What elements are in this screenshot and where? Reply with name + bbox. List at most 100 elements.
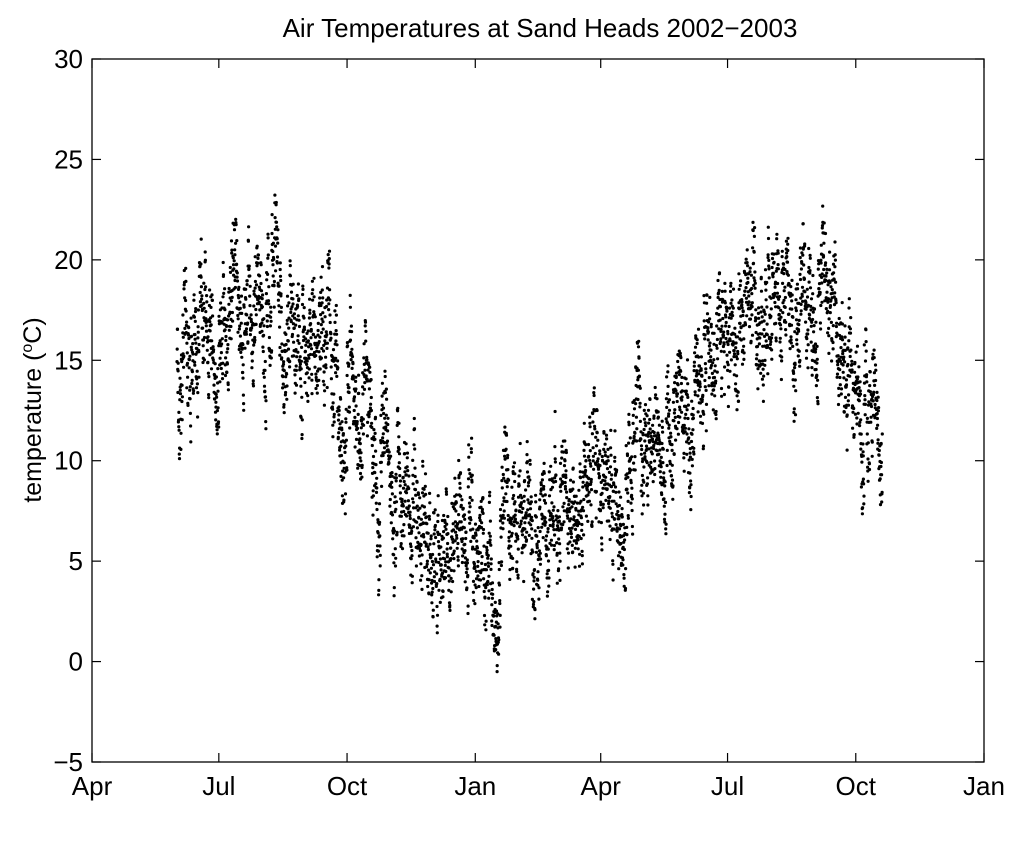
data-point <box>546 547 550 551</box>
data-point <box>814 367 818 372</box>
data-point <box>701 393 705 397</box>
data-point <box>760 377 765 381</box>
data-point <box>587 454 591 458</box>
data-point <box>602 431 606 435</box>
data-point <box>469 539 473 544</box>
data-point <box>528 478 532 482</box>
data-point <box>443 576 448 580</box>
data-point <box>784 239 789 243</box>
data-point <box>314 375 318 380</box>
data-point <box>264 427 268 431</box>
data-point <box>423 472 428 476</box>
data-point <box>267 285 271 289</box>
data-point <box>599 503 603 507</box>
data-point <box>377 578 381 582</box>
data-point <box>560 444 564 448</box>
data-point <box>560 456 564 460</box>
data-point <box>431 586 435 591</box>
data-point <box>201 338 206 342</box>
data-point <box>520 551 524 555</box>
data-point <box>776 249 780 253</box>
data-point <box>648 431 653 435</box>
data-point <box>361 432 365 436</box>
data-point <box>650 437 655 441</box>
data-point <box>704 367 708 371</box>
data-point <box>537 554 541 558</box>
data-point <box>496 622 500 626</box>
data-point <box>728 338 732 343</box>
data-point <box>828 280 832 284</box>
data-point <box>662 471 666 475</box>
data-point <box>350 355 355 359</box>
data-point <box>666 392 670 396</box>
data-point <box>539 557 543 561</box>
data-point <box>685 432 689 436</box>
data-point <box>238 334 242 338</box>
data-point <box>646 408 651 412</box>
data-point <box>640 483 644 487</box>
data-point <box>820 281 824 285</box>
data-point <box>601 506 605 510</box>
data-point <box>273 216 277 220</box>
data-point <box>638 419 643 423</box>
data-point <box>807 280 811 284</box>
data-point <box>225 362 229 366</box>
data-point <box>380 394 384 398</box>
data-point <box>848 331 853 335</box>
data-point <box>679 369 683 373</box>
data-point <box>200 294 204 298</box>
data-point <box>415 520 419 524</box>
data-point <box>874 378 878 383</box>
data-point <box>494 648 498 652</box>
data-point <box>798 246 803 250</box>
data-point <box>507 535 511 540</box>
data-point <box>713 364 717 368</box>
data-point <box>310 279 314 283</box>
data-point <box>617 567 621 571</box>
data-point <box>783 305 787 309</box>
y-tick-label: 0 <box>69 647 83 677</box>
data-point <box>429 566 433 570</box>
data-point <box>621 522 626 527</box>
data-point <box>321 327 325 331</box>
data-point <box>289 310 293 314</box>
data-point <box>308 297 312 301</box>
data-point <box>559 526 564 530</box>
data-point <box>876 409 881 413</box>
data-point <box>588 425 592 429</box>
data-point <box>706 326 710 330</box>
data-point <box>687 458 691 462</box>
data-point <box>684 389 688 393</box>
data-point <box>487 500 491 504</box>
data-point <box>777 297 781 301</box>
data-point <box>260 297 264 301</box>
data-point <box>794 318 799 322</box>
data-point <box>247 267 251 271</box>
data-point <box>567 498 571 502</box>
data-point <box>311 298 315 302</box>
data-point <box>850 362 854 367</box>
data-point <box>542 498 547 503</box>
data-point <box>776 251 780 255</box>
data-point <box>503 457 507 461</box>
data-point <box>720 289 724 293</box>
data-point <box>457 513 461 517</box>
data-point <box>419 543 423 547</box>
data-point <box>493 600 497 605</box>
data-point <box>764 288 768 292</box>
data-point <box>325 341 329 345</box>
data-point <box>851 410 855 414</box>
data-point <box>673 408 677 412</box>
data-point <box>177 425 181 429</box>
data-point <box>472 562 476 566</box>
data-point <box>751 261 756 265</box>
data-point <box>256 253 260 257</box>
data-point <box>747 325 752 329</box>
data-point <box>873 402 877 407</box>
data-point <box>552 505 556 509</box>
data-point <box>789 335 793 339</box>
data-point <box>540 525 544 529</box>
data-point <box>744 300 749 304</box>
data-point <box>275 255 280 259</box>
data-point <box>241 363 245 367</box>
